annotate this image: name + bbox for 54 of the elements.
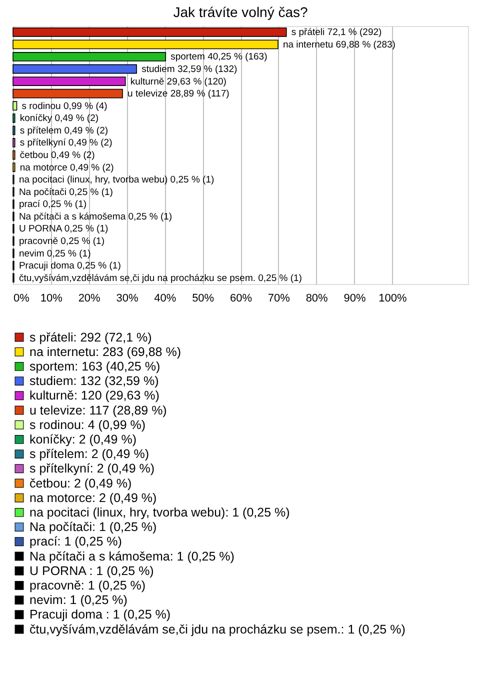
data-label: na pocitaci (linux, hry, tvorba webu) 0,25 % (1) [18, 174, 214, 186]
legend-label: Na počítači: 1 (0,25 %) [30, 520, 157, 534]
data-label: Na počítači 0,25 % (1) [18, 186, 113, 198]
x-tick-label: 50% [192, 292, 214, 304]
data-label: sportem 40,25 % (163) [170, 52, 268, 63]
x-tick-label: 40% [154, 292, 176, 304]
data-label: s přáteli 72,1 % (292) [291, 27, 382, 38]
legend-label: s přítelkyní: 2 (0,49 %) [30, 462, 155, 476]
x-tick-label: 0% [14, 292, 30, 304]
data-label: s přítelem 0,49 % (2) [20, 125, 108, 136]
x-tick-label: 30% [116, 292, 138, 304]
data-label: nevim 0,25 % (1) [18, 248, 91, 260]
legend-label: na motorce: 2 (0,49 %) [30, 490, 157, 505]
data-label: na internetu 69,88 % (283) [282, 39, 396, 50]
legend-label: studiem: 132 (32,59 %) [30, 374, 159, 388]
legend-label: s rodinou: 4 (0,99 %) [30, 418, 146, 432]
x-tick-label: 10% [40, 292, 63, 304]
data-label: kulturně 29,63 % (120) [130, 76, 226, 88]
legend-label: čtu,vyšívám,vzdělávám se,či jdu na procházku se psem.: 1 (0,25 %) [30, 622, 406, 636]
data-label: s rodinou 0,99 % (4) [22, 100, 108, 112]
legend-label: s přáteli: 292 (72,1 %) [30, 330, 152, 344]
legend-label: nevim: 1 (0,25 %) [30, 593, 128, 608]
legend-label: Pracuji doma : 1 (0,25 %) [30, 608, 171, 622]
data-label: s přítelkyní 0,49 % (2) [20, 138, 112, 149]
legend-label: prací: 1 (0,25 %) [30, 534, 122, 549]
x-tick-label: 20% [78, 292, 101, 304]
x-tick-label: 100% [378, 292, 407, 304]
legend-label: na pocitaci (linux, hry, tvorba webu): 1 (0,25 %) [30, 505, 290, 520]
legend-label: s přítelem: 2 (0,49 %) [30, 447, 149, 462]
legend-label: pracovně: 1 (0,25 %) [30, 578, 146, 592]
data-label: Pracuji doma 0,25 % (1) [18, 260, 121, 272]
data-label: na motorce 0,49 % (2) [20, 162, 114, 174]
x-tick-label: 80% [306, 292, 328, 304]
data-label: studiem 32,59 % (132) [142, 64, 238, 75]
x-tick-label: 60% [230, 292, 252, 304]
legend-label: u televize: 117 (28,89 %) [30, 403, 167, 418]
data-label: U PORNA 0,25 % (1) [18, 224, 108, 235]
legend-label: sportem: 163 (40,25 %) [30, 359, 160, 374]
legend-label: U PORNA : 1 (0,25 %) [30, 564, 154, 578]
data-label: u televize 28,89 % (117) [128, 88, 230, 100]
legend-label: koníčky: 2 (0,49 %) [30, 432, 136, 446]
legend-label: kulturně: 120 (29,63 %) [30, 388, 160, 403]
legend-label: Na pčítači a s kámošema: 1 (0,25 %) [30, 549, 234, 564]
chart-title: Jak trávíte volný čas? [173, 4, 308, 20]
data-label: Na pčítači a s kámošema 0,25 % (1) [18, 211, 172, 222]
x-tick-label: 70% [268, 292, 290, 304]
data-label: prací 0,25 % (1) [18, 199, 87, 210]
legend-label: četbou: 2 (0,49 %) [30, 476, 132, 490]
legend-label: na internetu: 283 (69,88 %) [30, 344, 181, 359]
data-label: čtu,vyšívám,vzdělávám se,či jdu na procházku se psem. 0,25 % (1) [18, 272, 302, 284]
x-tick-label: 90% [344, 292, 366, 304]
data-label: pracovně 0,25 % (1) [18, 236, 104, 247]
data-label: četbou 0,49 % (2) [20, 150, 95, 161]
data-label: koníčky 0,49 % (2) [20, 113, 99, 124]
